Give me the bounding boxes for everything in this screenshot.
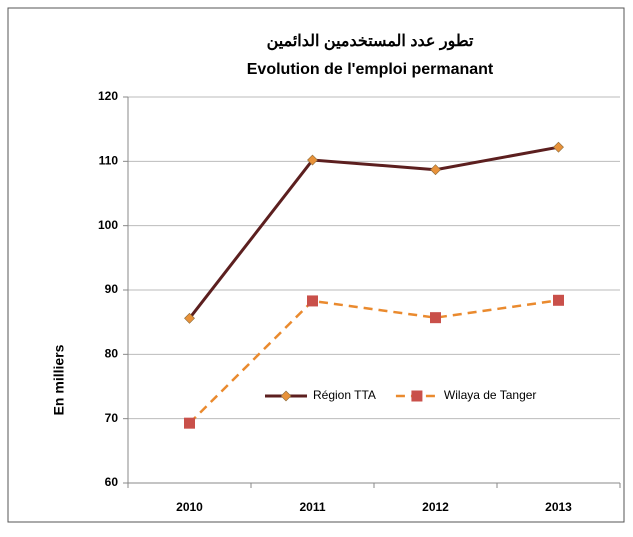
y-tick-label: 80	[105, 347, 119, 361]
legend-marker	[411, 390, 423, 402]
legend-label: Région TTA	[313, 388, 376, 402]
series-line	[188, 145, 559, 320]
y-tick-label: 100	[98, 218, 118, 232]
y-tick-label: 60	[105, 475, 119, 489]
y-tick-label: 90	[105, 282, 119, 296]
chart-title: تطور عدد المستخدمين الدائمين	[267, 33, 474, 51]
x-tick-label: 2012	[422, 500, 449, 514]
data-point	[184, 417, 195, 429]
y-tick-label: 110	[99, 154, 119, 168]
chart-subtitle: Evolution de l'emploi permanant	[247, 61, 494, 78]
y-tick-label: 70	[105, 411, 119, 425]
legend-label: Wilaya de Tanger	[444, 388, 537, 402]
data-point	[553, 141, 564, 153]
x-tick-label: 2010	[176, 500, 203, 514]
data-point	[430, 164, 441, 176]
y-tick-label: 120	[98, 89, 118, 103]
data-point	[184, 312, 195, 324]
data-point	[307, 295, 318, 307]
data-point	[307, 154, 318, 166]
x-tick-label: 2011	[299, 500, 325, 514]
x-tick-label: 2013	[545, 500, 572, 514]
legend-marker	[280, 390, 292, 402]
data-point	[430, 312, 441, 324]
chart-frame	[7, 7, 625, 523]
y-axis-label: En milliers	[51, 344, 67, 415]
data-point	[553, 294, 564, 306]
